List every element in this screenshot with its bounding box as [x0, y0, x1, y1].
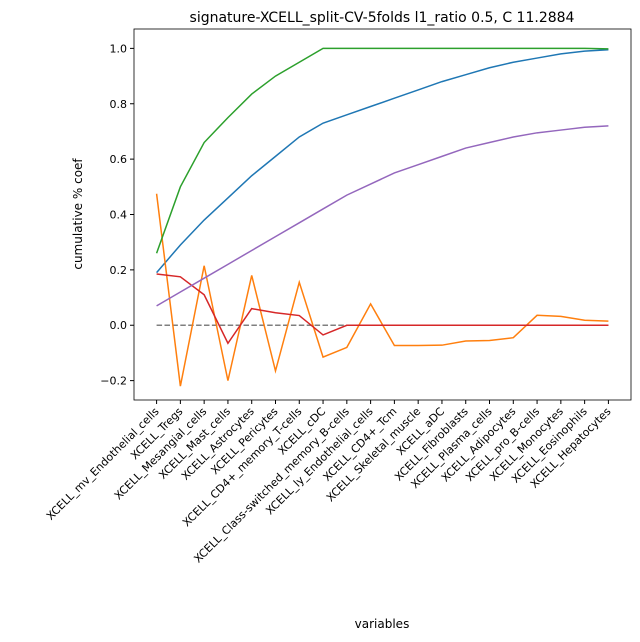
series-line	[156, 49, 609, 274]
y-tick-label: 0.8	[110, 98, 128, 111]
y-tick-label: −0.2	[100, 375, 127, 388]
y-tick-label: 0.0	[110, 319, 128, 332]
y-tick-label: 0.6	[110, 153, 128, 166]
x-axis-label: variables	[355, 617, 410, 631]
chart-title: signature-XCELL_split-CV-5folds l1_ratio…	[190, 10, 575, 26]
series-line	[155, 193, 609, 387]
y-axis-label: cumulative % coef	[71, 158, 85, 270]
series-line	[155, 47, 609, 254]
plot-frame	[133, 28, 632, 401]
y-tick-label: 0.4	[110, 209, 128, 222]
series-line	[156, 273, 609, 345]
series-line	[156, 125, 609, 307]
y-tick-label: 1.0	[110, 42, 128, 55]
y-tick-label: 0.2	[110, 264, 128, 277]
